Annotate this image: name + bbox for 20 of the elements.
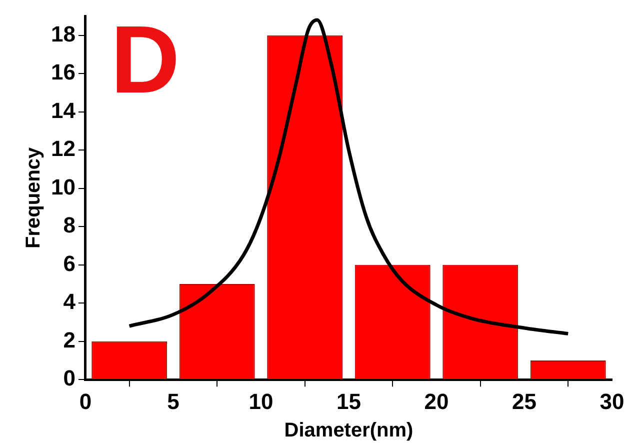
y-tick-label: 2 [63, 327, 76, 352]
y-tick-label: 0 [63, 366, 76, 391]
x-tick-label: 20 [424, 388, 449, 414]
y-tick-label: 8 [63, 212, 76, 238]
annotation: D [110, 6, 180, 114]
x-tick-label: 0 [79, 388, 92, 414]
y-tick-label: 4 [63, 289, 76, 314]
x-tick-label: 25 [512, 388, 536, 414]
x-tick-label: 30 [600, 388, 624, 414]
y-tick-label: 16 [50, 60, 76, 85]
x-tick-label: 10 [248, 388, 274, 414]
x-tick-label: 5 [167, 388, 180, 414]
y-axis-title: Frequency [22, 146, 45, 248]
x-tick-label: 15 [336, 388, 361, 414]
x-axis-title: Diameter(nm) [284, 420, 414, 442]
y-tick-label: 12 [50, 136, 76, 162]
y-tick-label: 10 [50, 174, 76, 200]
y-tick-label: 6 [63, 250, 76, 276]
y-tick-label: 18 [50, 21, 76, 46]
y-tick-label: 14 [50, 98, 76, 123]
